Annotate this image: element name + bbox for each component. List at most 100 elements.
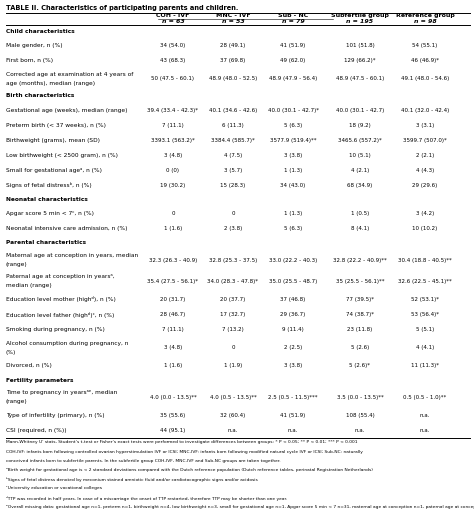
Text: 15 (28.3): 15 (28.3) — [220, 183, 246, 188]
Text: Male gender, n (%): Male gender, n (%) — [6, 43, 63, 48]
Text: 40.1 (32.0 - 42.4): 40.1 (32.0 - 42.4) — [401, 108, 449, 112]
Text: 4 (7.5): 4 (7.5) — [224, 153, 242, 158]
Text: 34 (43.0): 34 (43.0) — [281, 183, 306, 188]
Text: n = 53: n = 53 — [222, 19, 245, 24]
Text: MNC - IVF: MNC - IVF — [216, 13, 250, 18]
Text: 52 (53.1)*: 52 (53.1)* — [411, 297, 439, 302]
Text: 41 (51.9): 41 (51.9) — [281, 413, 306, 418]
Text: 3384.4 (585.7)*: 3384.4 (585.7)* — [211, 138, 255, 143]
Text: 48.9 (47.9 - 56.4): 48.9 (47.9 - 56.4) — [269, 76, 317, 81]
Text: 3 (4.2): 3 (4.2) — [416, 211, 434, 216]
Text: 2 (3.8): 2 (3.8) — [224, 226, 242, 231]
Text: 4.0 (0.5 - 13.5)**: 4.0 (0.5 - 13.5)** — [210, 395, 256, 400]
Text: Small for gestational ageᵃ, n (%): Small for gestational ageᵃ, n (%) — [6, 168, 102, 173]
Text: 7 (11.1): 7 (11.1) — [162, 122, 184, 128]
Text: Education level mother (highᵈ), n (%): Education level mother (highᵈ), n (%) — [6, 296, 116, 303]
Text: Corrected age at examination at 4 years of: Corrected age at examination at 4 years … — [6, 72, 133, 77]
Text: 34.0 (28.3 - 47.8)*: 34.0 (28.3 - 47.8)* — [208, 279, 258, 284]
Text: 3 (4.8): 3 (4.8) — [164, 153, 182, 158]
Text: Signs of fetal distressᵇ, n (%): Signs of fetal distressᵇ, n (%) — [6, 182, 92, 188]
Text: ᵃBirth weight for gestational age is < 2 standard deviations compared with the D: ᵃBirth weight for gestational age is < 2… — [6, 468, 373, 472]
Text: 49 (62.0): 49 (62.0) — [281, 58, 306, 63]
Text: 5 (2.6): 5 (2.6) — [351, 345, 369, 350]
Text: 46 (46.9)*: 46 (46.9)* — [411, 58, 439, 63]
Text: median (range): median (range) — [6, 284, 52, 288]
Text: 1 (1.6): 1 (1.6) — [164, 226, 182, 231]
Text: 30.4 (18.8 - 40.5)**: 30.4 (18.8 - 40.5)** — [398, 258, 452, 262]
Text: 4 (4.1): 4 (4.1) — [416, 345, 434, 350]
Text: conceived infants born to subfertile parents. In the subfertile group COH-IVF, M: conceived infants born to subfertile par… — [6, 459, 281, 463]
Text: 8 (4.1): 8 (4.1) — [351, 226, 369, 231]
Text: 1 (1.3): 1 (1.3) — [284, 211, 302, 216]
Text: Gestational age (weeks), median (range): Gestational age (weeks), median (range) — [6, 108, 128, 112]
Text: Fertility parameters: Fertility parameters — [6, 378, 73, 382]
Text: n.a.: n.a. — [288, 428, 298, 433]
Text: ᵈTTP was recorded in half years. In case of a miscarriage the onset of TTP resta: ᵈTTP was recorded in half years. In case… — [6, 496, 287, 501]
Text: 17 (32.7): 17 (32.7) — [220, 312, 246, 317]
Text: 53 (56.4)*: 53 (56.4)* — [411, 312, 439, 317]
Text: 41 (51.9): 41 (51.9) — [281, 43, 306, 48]
Text: n.a.: n.a. — [228, 428, 238, 433]
Text: (range): (range) — [6, 262, 28, 267]
Text: n = 63: n = 63 — [162, 19, 184, 24]
Text: 3393.1 (563.2)*: 3393.1 (563.2)* — [151, 138, 195, 143]
Text: Neonatal characteristics: Neonatal characteristics — [6, 197, 88, 202]
Text: 6 (11.3): 6 (11.3) — [222, 122, 244, 128]
Text: 5 (6.3): 5 (6.3) — [284, 122, 302, 128]
Text: 29 (29.6): 29 (29.6) — [412, 183, 438, 188]
Text: 4 (4.3): 4 (4.3) — [416, 168, 434, 173]
Text: 48.9 (48.0 - 52.5): 48.9 (48.0 - 52.5) — [209, 76, 257, 81]
Text: 28 (46.7): 28 (46.7) — [160, 312, 186, 317]
Text: ᵉOverall missing data: gestational age n=1, preterm n=1, birthweight n=4, low bi: ᵉOverall missing data: gestational age n… — [6, 505, 474, 509]
Text: Education level father (highᵈ)ᶜ, n (%): Education level father (highᵈ)ᶜ, n (%) — [6, 312, 114, 317]
Text: 74 (38.7)*: 74 (38.7)* — [346, 312, 374, 317]
Text: 20 (31.7): 20 (31.7) — [160, 297, 186, 302]
Text: 2.5 (0.5 - 11.5)***: 2.5 (0.5 - 11.5)*** — [268, 395, 318, 400]
Text: 40.1 (34.6 - 42.6): 40.1 (34.6 - 42.6) — [209, 108, 257, 112]
Text: 40.0 (30.1 - 42.7)*: 40.0 (30.1 - 42.7)* — [267, 108, 319, 112]
Text: 0: 0 — [231, 211, 235, 216]
Text: n.a.: n.a. — [355, 428, 365, 433]
Text: 3 (5.7): 3 (5.7) — [224, 168, 242, 173]
Text: (%): (%) — [6, 350, 17, 355]
Text: 34 (54.0): 34 (54.0) — [160, 43, 186, 48]
Text: 1 (1.6): 1 (1.6) — [164, 363, 182, 369]
Text: Smoking during pregnancy, n (%): Smoking during pregnancy, n (%) — [6, 327, 105, 332]
Text: 5 (2.6)*: 5 (2.6)* — [349, 363, 371, 369]
Text: Alcohol consumption during pregnancy, n: Alcohol consumption during pregnancy, n — [6, 341, 128, 345]
Text: 3465.6 (557.2)*: 3465.6 (557.2)* — [338, 138, 382, 143]
Text: 4 (2.1): 4 (2.1) — [351, 168, 369, 173]
Text: 32.8 (25.3 - 37.5): 32.8 (25.3 - 37.5) — [209, 258, 257, 262]
Text: 32.6 (22.5 - 45.1)**: 32.6 (22.5 - 45.1)** — [398, 279, 452, 284]
Text: n = 195: n = 195 — [346, 19, 374, 24]
Text: 7 (11.1): 7 (11.1) — [162, 327, 184, 332]
Text: Birthweight (grams), mean (SD): Birthweight (grams), mean (SD) — [6, 138, 100, 143]
Text: Parental characteristics: Parental characteristics — [6, 240, 86, 246]
Text: 9 (11.4): 9 (11.4) — [282, 327, 304, 332]
Text: 32 (60.4): 32 (60.4) — [220, 413, 246, 418]
Text: 3 (3.1): 3 (3.1) — [416, 122, 434, 128]
Text: 7 (13.2): 7 (13.2) — [222, 327, 244, 332]
Text: Apgar score 5 min < 7ᶜ, n (%): Apgar score 5 min < 7ᶜ, n (%) — [6, 211, 94, 216]
Text: 0 (0): 0 (0) — [166, 168, 180, 173]
Text: 20 (37.7): 20 (37.7) — [220, 297, 246, 302]
Text: 37 (69.8): 37 (69.8) — [220, 58, 246, 63]
Text: 1 (1.9): 1 (1.9) — [224, 363, 242, 369]
Text: 48.9 (47.5 - 60.1): 48.9 (47.5 - 60.1) — [336, 76, 384, 81]
Text: 4.0 (0.0 - 13.5)**: 4.0 (0.0 - 13.5)** — [150, 395, 196, 400]
Text: ᶜUniversity education or vocational colleges: ᶜUniversity education or vocational coll… — [6, 486, 102, 491]
Text: 37 (46.8): 37 (46.8) — [281, 297, 306, 302]
Text: 5 (6.3): 5 (6.3) — [284, 226, 302, 231]
Text: 23 (11.8): 23 (11.8) — [347, 327, 373, 332]
Text: 0: 0 — [231, 345, 235, 350]
Text: 3 (3.8): 3 (3.8) — [284, 363, 302, 369]
Text: 39.4 (33.4 - 42.3)*: 39.4 (33.4 - 42.3)* — [147, 108, 199, 112]
Text: 35.0 (25.5 - 48.7): 35.0 (25.5 - 48.7) — [269, 279, 317, 284]
Text: Neonatal intensive care admission, n (%): Neonatal intensive care admission, n (%) — [6, 226, 128, 231]
Text: Divorced, n (%): Divorced, n (%) — [6, 363, 52, 369]
Text: Child characteristics: Child characteristics — [6, 29, 75, 34]
Text: 18 (9.2): 18 (9.2) — [349, 122, 371, 128]
Text: 1 (0.5): 1 (0.5) — [351, 211, 369, 216]
Text: Low birthweight (< 2500 gram), n (%): Low birthweight (< 2500 gram), n (%) — [6, 153, 118, 158]
Text: ᵇSigns of fetal distress denoted by meconium stained amniotic fluid and/or cardi: ᵇSigns of fetal distress denoted by meco… — [6, 477, 258, 482]
